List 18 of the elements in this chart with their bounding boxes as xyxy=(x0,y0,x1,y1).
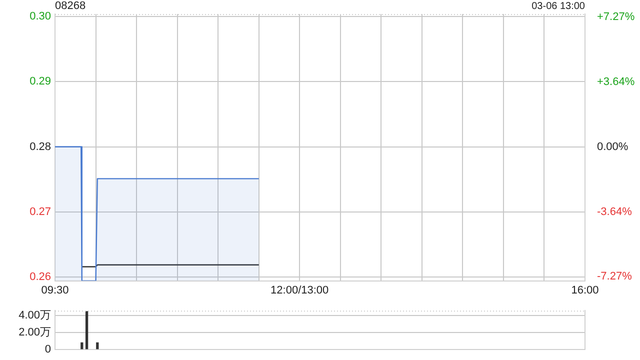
y2-tick-label: +3.64% xyxy=(597,76,635,88)
y-tick-label: 0.28 xyxy=(30,140,51,153)
x-tick-label: 12:00/13:00 xyxy=(270,284,329,296)
x-tick-label: 16:00 xyxy=(571,284,599,296)
y-tick-label: 4.00万 xyxy=(18,310,51,322)
y-tick-label: 0 xyxy=(44,343,51,356)
y-tick-label: 2.00万 xyxy=(18,326,51,339)
x-tick-label: 09:30 xyxy=(41,284,69,296)
y-tick-label: 0.30 xyxy=(30,10,51,23)
y-tick-label: 0.29 xyxy=(30,76,51,88)
text: 03-06 13:00 xyxy=(532,1,585,12)
y-tick-label: 0.27 xyxy=(30,206,51,218)
y2-tick-label: -7.27% xyxy=(597,270,632,283)
y2-tick-label: +7.27% xyxy=(597,10,635,23)
chart-title: 08268 xyxy=(55,0,86,12)
y2-tick-label: 0.00% xyxy=(597,140,628,153)
y-tick-label: 0.26 xyxy=(30,271,51,283)
y2-tick-label: -3.64% xyxy=(597,206,632,218)
